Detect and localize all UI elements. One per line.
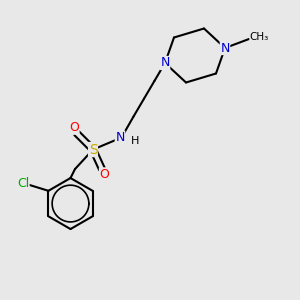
Text: N: N bbox=[220, 41, 230, 55]
Text: N: N bbox=[160, 56, 170, 70]
Text: H: H bbox=[131, 136, 139, 146]
Text: O: O bbox=[100, 168, 109, 181]
Text: O: O bbox=[69, 121, 79, 134]
Text: Cl: Cl bbox=[17, 177, 29, 190]
Text: CH₃: CH₃ bbox=[250, 32, 269, 43]
Text: N: N bbox=[115, 131, 125, 144]
Text: S: S bbox=[88, 142, 98, 157]
